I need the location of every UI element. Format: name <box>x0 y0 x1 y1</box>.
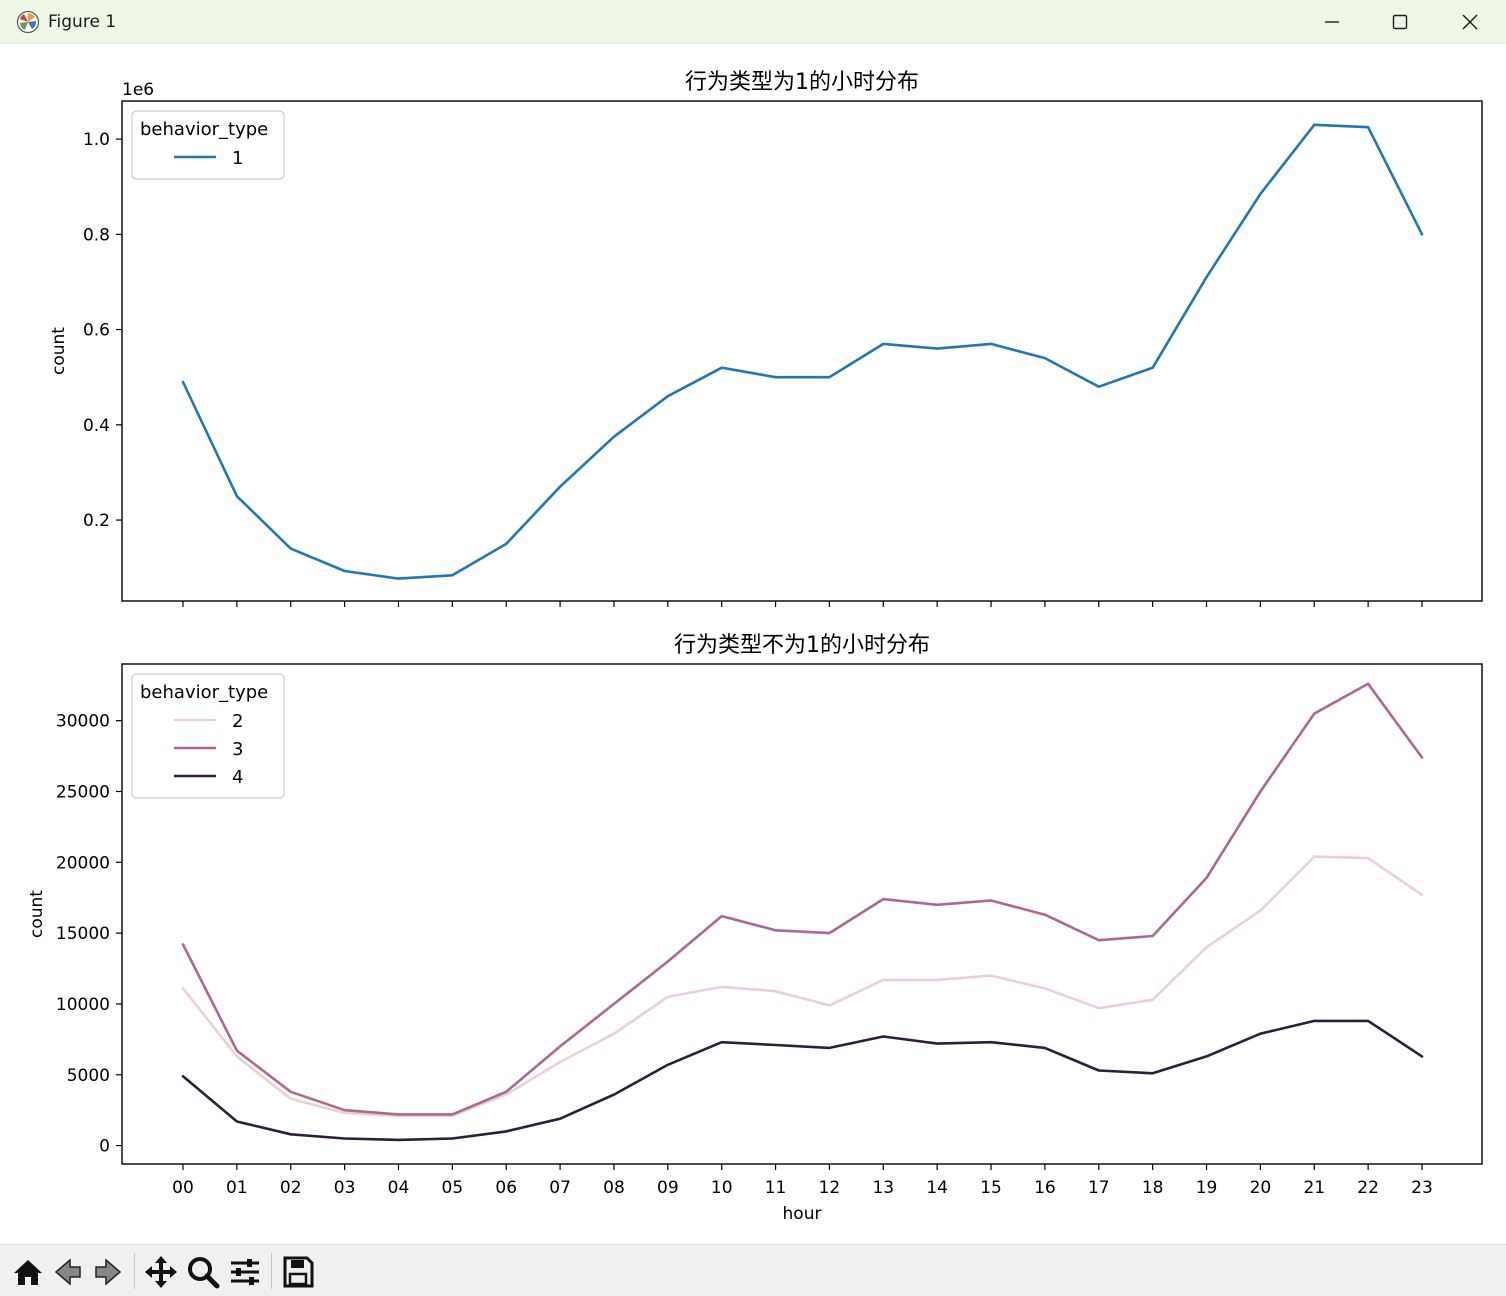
figure-canvas[interactable]: 行为类型为1的小时分布 1e6 0.2 0.4 0.6 0.8 1.0 count behavi… <box>0 44 1506 1244</box>
navigation-toolbar <box>0 1244 1506 1296</box>
y-tick-label: 0.4 <box>83 416 110 436</box>
maximize-icon <box>1392 14 1408 30</box>
y-tick-label: 15000 <box>56 924 110 944</box>
axes-frame <box>121 663 1483 1165</box>
y-axis-label: count <box>49 327 69 375</box>
window-titlebar: Figure 1 <box>0 0 1506 44</box>
x-tick-label: 11 <box>765 1178 787 1198</box>
x-tick-label: 12 <box>819 1178 841 1198</box>
x-tick-label: 06 <box>495 1178 517 1198</box>
zoom-button[interactable] <box>185 1254 221 1290</box>
y-tick-label: 10000 <box>56 995 110 1015</box>
toolbar-separator <box>134 1253 135 1289</box>
y-tick-label: 0.8 <box>83 225 110 245</box>
configure-subplots-button[interactable] <box>227 1254 263 1290</box>
x-tick-label: 00 <box>172 1178 194 1198</box>
x-tick-label: 07 <box>549 1178 571 1198</box>
y-offset-label: 1e6 <box>122 80 154 100</box>
series-line-1 <box>181 123 1424 580</box>
y-tick-label: 25000 <box>56 782 110 802</box>
close-icon <box>1462 14 1478 30</box>
figure-svg: 行为类型为1的小时分布 1e6 0.2 0.4 0.6 0.8 1.0 count behavi… <box>27 70 1483 1224</box>
minimize-icon <box>1325 21 1339 23</box>
x-tick-label: 10 <box>711 1178 733 1198</box>
configure-subplots-icon <box>231 1259 259 1285</box>
legend: behavior_type 2 3 4 <box>131 673 285 799</box>
minimize-button[interactable] <box>1300 0 1364 44</box>
home-icon <box>14 1260 42 1285</box>
y-tick-label: 0.6 <box>83 321 110 341</box>
legend-title: behavior_type <box>140 682 268 703</box>
y-tick-label: 0 <box>99 1137 110 1157</box>
zoom-icon <box>188 1257 220 1289</box>
legend-entry: 1 <box>232 148 243 169</box>
series-line-2 <box>181 855 1424 1118</box>
pan-button[interactable] <box>143 1254 179 1290</box>
back-arrow-icon <box>54 1258 81 1286</box>
maximize-button[interactable] <box>1368 0 1432 44</box>
x-tick-label: 16 <box>1034 1178 1056 1198</box>
legend-box <box>131 673 285 799</box>
forward-button[interactable] <box>90 1254 126 1290</box>
x-tick-label: 09 <box>657 1178 679 1198</box>
toolbar-separator <box>271 1253 272 1289</box>
chart-title: 行为类型不为1的小时分布 <box>674 633 930 658</box>
x-tick-label: 22 <box>1357 1178 1379 1198</box>
x-tick-label: 20 <box>1250 1178 1272 1198</box>
legend-title: behavior_type <box>140 119 268 140</box>
x-tick-label: 08 <box>603 1178 625 1198</box>
x-tick-label: 17 <box>1088 1178 1110 1198</box>
series-line-4 <box>181 1019 1424 1142</box>
x-axis-label: hour <box>783 1204 822 1224</box>
x-tick-label: 15 <box>980 1178 1002 1198</box>
x-tick-label: 23 <box>1411 1178 1433 1198</box>
x-tick-label: 02 <box>280 1178 302 1198</box>
subplot-2: 行为类型不为1的小时分布0500010000150002000025000300… <box>27 633 1483 1224</box>
y-tick-label: 30000 <box>56 712 110 732</box>
subplot-1: 行为类型为1的小时分布 1e6 0.2 0.4 0.6 0.8 1.0 count behavi… <box>49 70 1483 607</box>
x-tick-label: 14 <box>926 1178 948 1198</box>
matplotlib-logo-icon <box>16 10 40 34</box>
y-axis-label: count <box>27 890 47 938</box>
x-tick-label: 04 <box>388 1178 410 1198</box>
x-tick-label: 13 <box>872 1178 894 1198</box>
y-tick-label: 5000 <box>67 1066 110 1086</box>
y-tick-label: 1.0 <box>83 130 110 150</box>
x-tick-label: 19 <box>1196 1178 1218 1198</box>
x-tick-label: 18 <box>1142 1178 1164 1198</box>
legend-entry: 2 <box>232 711 243 732</box>
legend-entry: 3 <box>232 739 243 760</box>
legend-box <box>131 110 285 180</box>
x-tick-label: 01 <box>226 1178 248 1198</box>
home-button[interactable] <box>10 1254 46 1290</box>
axes-frame <box>121 100 1483 602</box>
y-tick-label: 0.2 <box>83 511 110 531</box>
forward-arrow-icon <box>95 1258 122 1286</box>
x-tick-label: 21 <box>1303 1178 1325 1198</box>
series-line-3 <box>181 682 1424 1116</box>
save-button[interactable] <box>280 1254 316 1290</box>
legend-entry: 4 <box>232 767 243 788</box>
back-button[interactable] <box>50 1254 86 1290</box>
window-title: Figure 1 <box>48 12 117 32</box>
legend: behavior_type 1 <box>131 110 285 180</box>
x-tick-label: 03 <box>334 1178 356 1198</box>
save-icon <box>283 1256 314 1288</box>
x-tick-label: 05 <box>442 1178 464 1198</box>
y-tick-label: 20000 <box>56 853 110 873</box>
close-button[interactable] <box>1438 0 1502 44</box>
pan-icon <box>145 1256 177 1288</box>
chart-title: 行为类型为1的小时分布 <box>685 70 919 95</box>
